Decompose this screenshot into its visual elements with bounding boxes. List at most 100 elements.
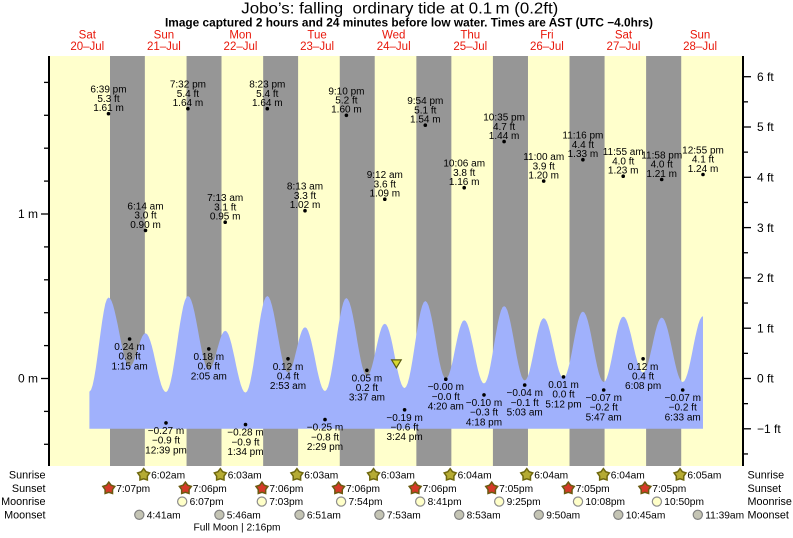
svg-text:25–Jul: 25–Jul [453,41,487,53]
svg-text:5.4 ft: 5.4 ft [256,89,278,100]
svg-text:11:39am: 11:39am [705,510,744,521]
svg-text:4.7 ft: 4.7 ft [493,122,515,133]
svg-text:2 ft: 2 ft [757,271,774,285]
svg-text:7:06pm: 7:06pm [193,484,227,495]
svg-text:5:03 am: 5:03 am [507,408,543,419]
svg-text:Moonset: Moonset [748,509,789,521]
svg-text:−0.0 ft: −0.0 ft [432,392,460,403]
svg-text:7:13 am: 7:13 am [207,193,243,204]
svg-text:6:14 am: 6:14 am [127,201,163,212]
svg-text:5:47 am: 5:47 am [586,412,622,423]
svg-text:6:33 am: 6:33 am [665,412,701,423]
svg-text:11:58 pm: 11:58 pm [641,151,682,162]
svg-text:6:07pm: 6:07pm [190,497,224,508]
svg-text:3.1 ft: 3.1 ft [214,202,236,213]
svg-text:−0.9 ft: −0.9 ft [231,437,259,448]
svg-text:27–Jul: 27–Jul [607,41,641,53]
svg-text:−0.07 m: −0.07 m [664,393,700,404]
svg-text:3:24 pm: 3:24 pm [387,432,423,443]
svg-text:Thu: Thu [460,30,480,42]
svg-text:5.2 ft: 5.2 ft [335,96,357,107]
svg-text:Moonset: Moonset [4,509,45,521]
svg-text:1.02 m: 1.02 m [290,200,321,211]
svg-text:6:04am: 6:04am [458,470,492,481]
svg-text:3:37 am: 3:37 am [349,393,385,404]
svg-text:10:45am: 10:45am [626,510,666,521]
svg-text:3.3 ft: 3.3 ft [294,191,316,202]
svg-text:Sunset: Sunset [12,483,46,495]
svg-text:2:53 am: 2:53 am [270,381,306,392]
svg-text:9:54 pm: 9:54 pm [407,96,443,107]
svg-text:Sat: Sat [79,30,97,42]
svg-text:−0.6 ft: −0.6 ft [391,423,419,434]
svg-text:0.95 m: 0.95 m [210,212,241,223]
svg-text:−0.2 ft: −0.2 ft [590,403,618,414]
svg-text:1:34 pm: 1:34 pm [227,447,263,458]
svg-text:Fri: Fri [540,30,553,42]
svg-text:7:32 pm: 7:32 pm [170,80,206,91]
svg-text:7:06pm: 7:06pm [423,484,457,495]
svg-text:1 m: 1 m [18,207,38,221]
svg-text:21–Jul: 21–Jul [147,41,181,53]
svg-text:9:50am: 9:50am [546,510,580,521]
svg-text:Sunset: Sunset [748,483,782,495]
svg-text:11:00 am: 11:00 am [523,152,564,163]
svg-text:−0.04 m: −0.04 m [506,388,542,399]
svg-text:−0.8 ft: −0.8 ft [311,432,339,443]
svg-text:Image captured 2 hours and 24: Image captured 2 hours and 24 minutes be… [165,16,653,30]
svg-text:0 ft: 0 ft [757,372,774,386]
svg-text:3 ft: 3 ft [757,221,774,235]
svg-text:0.01 m: 0.01 m [548,380,579,391]
svg-text:1:15 am: 1:15 am [112,361,148,372]
svg-text:4.1 ft: 4.1 ft [692,155,714,166]
svg-text:−0.1 ft: −0.1 ft [511,398,539,409]
svg-text:1.44 m: 1.44 m [489,131,520,142]
svg-text:0.8 ft: 0.8 ft [118,352,140,363]
svg-text:0.0 ft: 0.0 ft [552,390,574,401]
svg-text:4.4 ft: 4.4 ft [572,140,594,151]
svg-text:6:04am: 6:04am [611,470,645,481]
svg-text:6:05am: 6:05am [687,470,721,481]
svg-text:5:46am: 5:46am [227,510,261,521]
svg-text:7:54pm: 7:54pm [349,497,383,508]
svg-text:2:29 pm: 2:29 pm [307,442,343,453]
svg-text:3.8 ft: 3.8 ft [453,168,475,179]
svg-text:10:35 pm: 10:35 pm [483,113,525,124]
svg-text:0.12 m: 0.12 m [628,362,659,373]
svg-text:Wed: Wed [382,30,405,42]
svg-text:Moonrise: Moonrise [748,496,792,508]
svg-text:10:08pm: 10:08pm [585,497,625,508]
svg-text:Sun: Sun [154,30,174,42]
svg-text:6:51am: 6:51am [307,510,341,521]
svg-text:0.2 ft: 0.2 ft [356,383,378,394]
svg-text:0.90 m: 0.90 m [130,220,161,231]
svg-text:0.05 m: 0.05 m [352,373,383,384]
svg-text:7:05pm: 7:05pm [499,484,533,495]
svg-text:−0.25 m: −0.25 m [307,423,343,434]
svg-text:−0.07 m: −0.07 m [585,393,621,404]
svg-text:7:53am: 7:53am [387,510,421,521]
svg-text:7:06pm: 7:06pm [346,484,380,495]
svg-text:1.64 m: 1.64 m [252,98,283,109]
svg-text:−0.28 m: −0.28 m [227,428,263,439]
svg-text:6:03am: 6:03am [228,470,262,481]
svg-text:Sun: Sun [690,30,710,42]
svg-text:−0.00 m: −0.00 m [428,382,464,393]
svg-text:1.33 m: 1.33 m [568,149,599,160]
svg-text:6:39 pm: 6:39 pm [90,85,126,96]
svg-text:0.4 ft: 0.4 ft [277,372,299,383]
svg-text:3.0 ft: 3.0 ft [134,211,156,222]
svg-text:28–Jul: 28–Jul [683,41,717,53]
svg-text:5.3 ft: 5.3 ft [97,94,119,105]
svg-text:−0.2 ft: −0.2 ft [669,403,697,414]
svg-text:0.4 ft: 0.4 ft [632,372,654,383]
svg-text:6:03am: 6:03am [381,470,415,481]
svg-text:4:20 am: 4:20 am [428,402,464,413]
svg-text:9:10 pm: 9:10 pm [328,86,364,97]
svg-text:4:18 pm: 4:18 pm [466,417,502,428]
svg-text:6:08 pm: 6:08 pm [625,381,661,392]
svg-text:26–Jul: 26–Jul [530,41,564,53]
svg-text:8:13 am: 8:13 am [287,182,323,193]
svg-text:−0.10 m: −0.10 m [466,398,502,409]
svg-text:10:50pm: 10:50pm [664,497,704,508]
